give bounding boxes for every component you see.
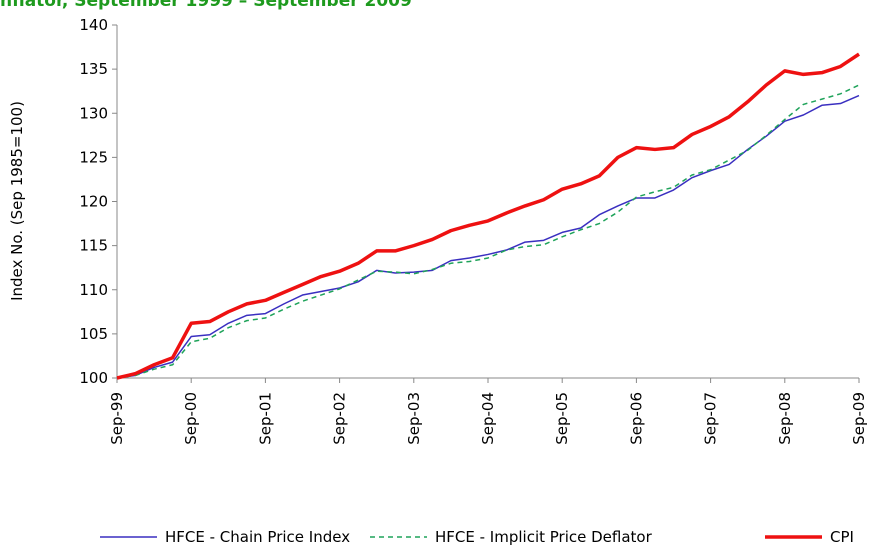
y-tick-label: 130 xyxy=(79,104,108,122)
x-tick-label: Sep-08 xyxy=(776,392,794,445)
series-line xyxy=(116,52,860,380)
series-line xyxy=(116,84,860,379)
x-tick-label: Sep-02 xyxy=(331,392,349,445)
x-tick-label: Sep-05 xyxy=(553,392,571,445)
x-tick-label: Sep-09 xyxy=(850,392,868,445)
x-tick-label: Sep-00 xyxy=(182,392,200,445)
x-tick-label: Sep-01 xyxy=(256,392,274,445)
x-tick-label: Sep-06 xyxy=(627,392,645,445)
series-line xyxy=(116,94,860,379)
y-tick-label: 140 xyxy=(79,16,108,34)
legend-label: HFCE - Implicit Price Deflator xyxy=(435,528,653,546)
y-axis-label: Index No. (Sep 1985=100) xyxy=(8,101,26,301)
legend-label: CPI xyxy=(830,528,854,546)
x-tick-label: Sep-07 xyxy=(702,392,720,445)
y-tick-label: 135 xyxy=(79,60,108,78)
chart-title: nflator, September 1999 – September 2009 xyxy=(0,0,412,11)
legend-label: HFCE - Chain Price Index xyxy=(165,528,350,546)
y-tick-label: 110 xyxy=(79,281,108,299)
y-tick-label: 120 xyxy=(79,193,108,211)
y-tick-label: 115 xyxy=(79,237,108,255)
y-tick-label: 100 xyxy=(79,369,108,387)
y-tick-label: 125 xyxy=(79,148,108,166)
y-tick-label: 105 xyxy=(79,325,108,343)
x-tick-label: Sep-99 xyxy=(108,392,126,445)
x-tick-label: Sep-03 xyxy=(405,392,423,445)
x-tick-label: Sep-04 xyxy=(479,392,497,445)
